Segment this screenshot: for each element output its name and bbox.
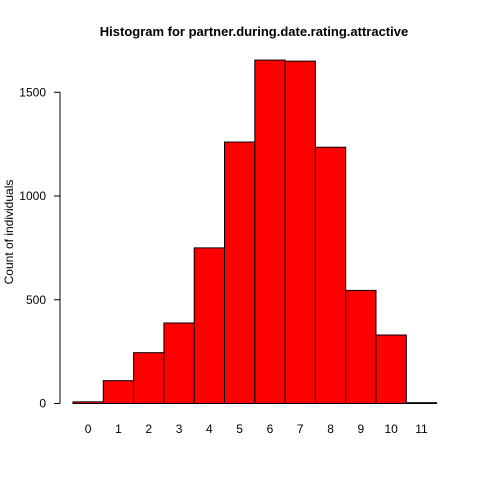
histogram-bar bbox=[284, 60, 316, 404]
x-tick-label: 8 bbox=[327, 422, 334, 436]
x-tick-label: 2 bbox=[145, 422, 152, 436]
histogram-bar bbox=[405, 402, 438, 405]
x-tick-label: 0 bbox=[85, 422, 92, 436]
x-tick-label: 11 bbox=[415, 422, 428, 436]
x-tick-label: 3 bbox=[176, 422, 183, 436]
histogram-bar bbox=[133, 352, 165, 405]
x-tick-label: 1 bbox=[115, 422, 122, 436]
x-tick-label: 6 bbox=[267, 422, 274, 436]
bars-group bbox=[72, 59, 438, 405]
x-tick-label: 9 bbox=[358, 422, 365, 436]
y-axis: 0 500 1000 1500 bbox=[19, 85, 61, 411]
x-tick-label: 4 bbox=[206, 422, 213, 436]
histogram-bar bbox=[163, 322, 195, 404]
histogram-bar bbox=[375, 334, 407, 404]
histogram-bar bbox=[72, 401, 104, 404]
chart-title: Histogram for partner.during.date.rating… bbox=[100, 24, 408, 39]
y-tick-label: 1500 bbox=[19, 85, 46, 99]
y-axis-label: Count of individuals bbox=[2, 180, 16, 285]
x-tick-label: 5 bbox=[236, 422, 243, 436]
histogram-bar bbox=[345, 289, 377, 405]
x-tick-labels: 0 1 2 3 4 5 6 7 8 9 10 11 bbox=[85, 422, 428, 436]
histogram-bar bbox=[254, 59, 286, 405]
histogram-bar bbox=[314, 146, 347, 405]
y-tick-label: 500 bbox=[26, 293, 46, 307]
histogram-bar bbox=[193, 247, 225, 404]
histogram-bar bbox=[102, 380, 135, 404]
y-tick-label: 1000 bbox=[19, 189, 46, 203]
y-tick-label: 0 bbox=[39, 397, 46, 411]
x-tick-label: 7 bbox=[297, 422, 304, 436]
histogram-bar bbox=[224, 141, 256, 405]
x-tick-label: 10 bbox=[384, 422, 398, 436]
